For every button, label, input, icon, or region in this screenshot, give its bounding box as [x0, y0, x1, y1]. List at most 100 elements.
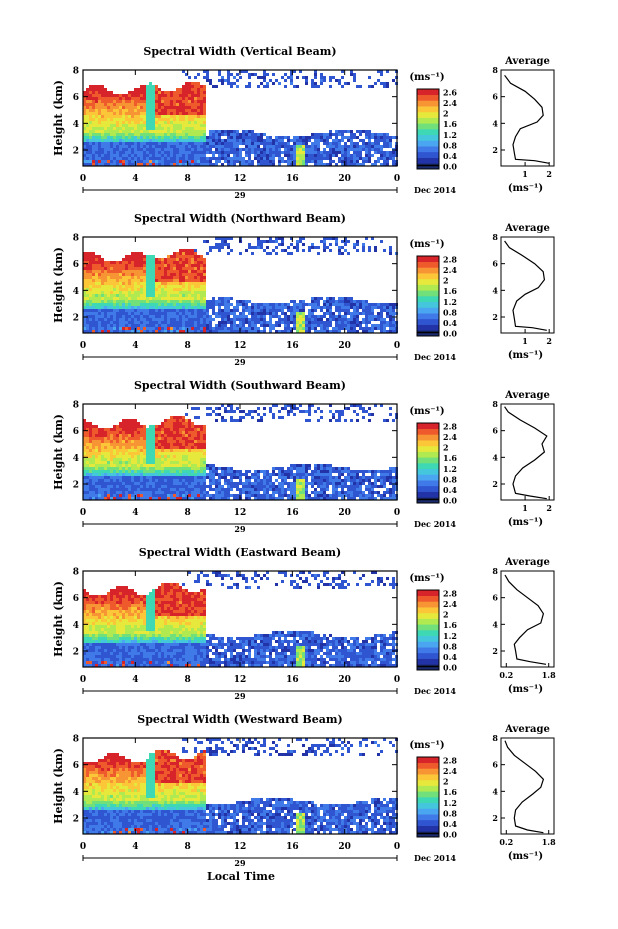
- heatmap-cell: [350, 73, 353, 76]
- heatmap-cell: [131, 139, 134, 142]
- heatmap-cell: [170, 109, 173, 112]
- heatmap-cell: [89, 497, 92, 500]
- heatmap-cell: [209, 139, 212, 142]
- heatmap-cell: [191, 139, 194, 142]
- heatmap-cell: [185, 485, 188, 488]
- heatmap-cell: [128, 130, 131, 133]
- heatmap-cell: [83, 267, 86, 270]
- heatmap-cell: [203, 88, 206, 91]
- heatmap-cell: [155, 321, 158, 324]
- heatmap-cell: [353, 330, 356, 333]
- heatmap-cell: [170, 97, 173, 100]
- heatmap-cell: [158, 318, 161, 321]
- heatmap-cell: [116, 485, 119, 488]
- heatmap-cell: [170, 461, 173, 464]
- heatmap-cell: [107, 315, 110, 318]
- heatmap-cell: [236, 485, 239, 488]
- heatmap-cell: [242, 160, 245, 163]
- heatmap-cell: [311, 309, 314, 312]
- heatmap-cell: [275, 139, 278, 142]
- heatmap-cell: [119, 103, 122, 106]
- heatmap-cell: [347, 303, 350, 306]
- heatmap-cell: [380, 139, 383, 142]
- heatmap-cell: [308, 157, 311, 160]
- heatmap-cell: [338, 315, 341, 318]
- heatmap-cell: [161, 136, 164, 139]
- heatmap-cell: [365, 237, 368, 240]
- heatmap-cell: [161, 425, 164, 428]
- heatmap-cell: [224, 133, 227, 136]
- heatmap-cell: [158, 142, 161, 145]
- heatmap-cell: [137, 106, 140, 109]
- heatmap-cell: [185, 82, 188, 85]
- heatmap-cell: [206, 485, 209, 488]
- heatmap-cell: [89, 157, 92, 160]
- heatmap-cell: [164, 91, 167, 94]
- colorbar-swatch: [417, 290, 439, 297]
- heatmap-cell: [266, 157, 269, 160]
- heatmap-cell: [131, 124, 134, 127]
- heatmap-cell: [356, 157, 359, 160]
- heatmap-cell: [248, 76, 251, 79]
- heatmap-cell: [269, 160, 272, 163]
- heatmap-cell: [149, 148, 152, 151]
- heatmap-cell: [347, 145, 350, 148]
- heatmap-cell: [323, 246, 326, 249]
- heatmap-cell: [86, 115, 89, 118]
- heatmap-cell: [272, 142, 275, 145]
- heatmap-cell: [98, 264, 101, 267]
- heatmap-cell: [236, 318, 239, 321]
- heatmap-cell: [125, 115, 128, 118]
- heatmap-cell: [131, 425, 134, 428]
- heatmap-cell: [353, 303, 356, 306]
- heatmap-cell: [227, 133, 230, 136]
- heatmap-cells: [83, 237, 398, 333]
- heatmap-cell: [146, 285, 149, 288]
- heatmap-cell: [122, 273, 125, 276]
- heatmap-cell: [140, 297, 143, 300]
- heatmap-cell: [146, 455, 149, 458]
- heatmap-cell: [116, 306, 119, 309]
- heatmap-cell: [203, 121, 206, 124]
- heatmap-cell: [92, 148, 95, 151]
- heatmap-cell: [182, 291, 185, 294]
- heatmap-cell: [173, 437, 176, 440]
- heatmap-cell: [140, 279, 143, 282]
- heatmap-cell: [203, 115, 206, 118]
- heatmap-cell: [122, 148, 125, 151]
- heatmap-cell: [164, 327, 167, 330]
- heatmap-cell: [176, 479, 179, 482]
- heatmap-cell: [164, 321, 167, 324]
- heatmap-cell: [143, 479, 146, 482]
- heatmap-cell: [266, 163, 269, 166]
- heatmap-cell: [317, 85, 320, 88]
- heatmap-cell: [176, 112, 179, 115]
- heatmap-cell: [119, 476, 122, 479]
- heatmap-cell: [179, 151, 182, 154]
- heatmap-cell: [122, 112, 125, 115]
- heatmap-cell: [296, 240, 299, 243]
- heatmap-cell: [278, 82, 281, 85]
- heatmap-cell: [98, 157, 101, 160]
- heatmap-cell: [200, 294, 203, 297]
- heatmap-cell: [176, 145, 179, 148]
- heatmap-cell: [179, 327, 182, 330]
- heatmap-cell: [143, 145, 146, 148]
- heatmap-cell: [200, 321, 203, 324]
- heatmap-cell: [338, 330, 341, 333]
- heatmap-cell: [182, 297, 185, 300]
- heatmap-cell: [89, 449, 92, 452]
- heatmap-cell: [167, 160, 170, 163]
- heatmap-cell: [197, 145, 200, 148]
- heatmap-cell: [329, 315, 332, 318]
- heatmap-cell: [293, 321, 296, 324]
- heatmap-cell: [173, 306, 176, 309]
- heatmap-cell: [263, 73, 266, 76]
- heatmap-cell: [308, 154, 311, 157]
- heatmap-cell: [137, 312, 140, 315]
- heatmap-cell: [86, 133, 89, 136]
- heatmap-cell: [170, 115, 173, 118]
- heatmap-cell: [89, 273, 92, 276]
- heatmap-cell: [356, 85, 359, 88]
- heatmap-cell: [185, 437, 188, 440]
